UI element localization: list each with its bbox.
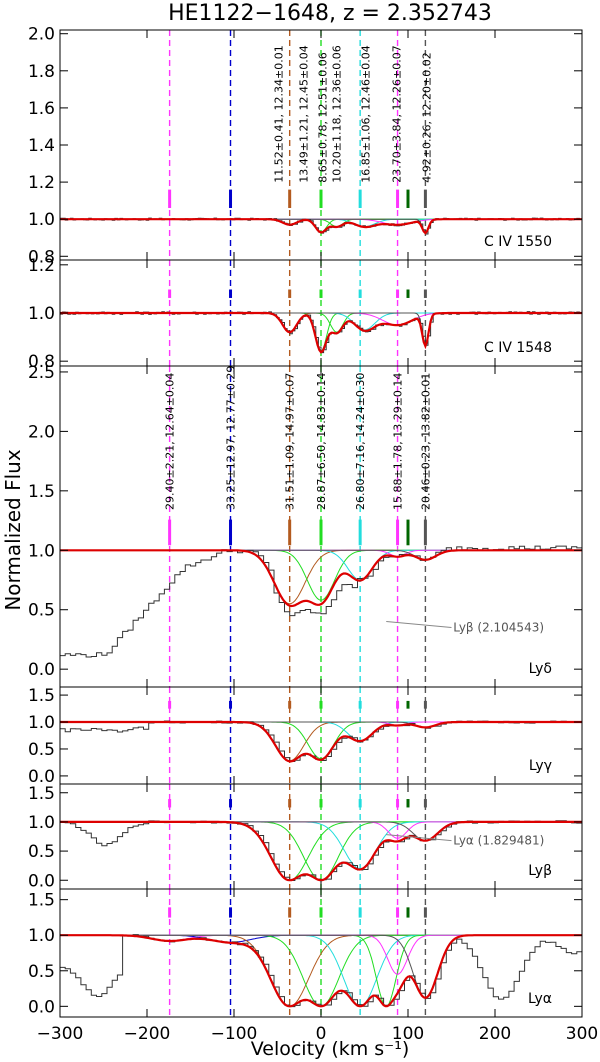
y-tick-label: 1.0 [28, 304, 55, 324]
y-tick-label: 0.8 [28, 247, 55, 267]
y-tick-label: 1.0 [28, 926, 55, 946]
y-tick-label: 1.5 [28, 891, 55, 911]
component-profile-1 [60, 821, 582, 881]
x-axis-label: Velocity (km s⁻¹) [251, 1038, 410, 1060]
observed-spectrum [60, 934, 582, 1008]
panel-label: C IV 1550 [484, 234, 552, 250]
component-annotation: 10.20±1.18, 12.36±0.06 [331, 45, 344, 182]
observed-spectrum [60, 720, 582, 762]
observed-spectrum [60, 820, 582, 881]
component-annotation: 29.40±2.21, 12.64±0.04 [164, 373, 177, 510]
y-tick-label: 0.0 [28, 997, 55, 1017]
y-tick-label: 2.0 [28, 25, 55, 45]
y-tick-label: 1.2 [28, 173, 55, 193]
total-fit [60, 820, 582, 882]
panel-label: Lyα [528, 991, 552, 1007]
component-annotation: 4.92±0.26, 12.20±0.02 [420, 52, 433, 182]
x-tick-label: 100 [392, 1024, 424, 1044]
y-tick-label: 0.0 [28, 660, 55, 680]
component-annotation: 28.87±6.50, 14.83±0.14 [315, 373, 328, 510]
x-tick-label: −200 [124, 1024, 171, 1044]
component-annotation: 13.49±1.21, 12.45±0.04 [298, 45, 311, 182]
panel-lybeta: 0.0 0.5 1.0 1.5 Lyβ Lyα (1.829481) [28, 783, 583, 891]
component-profile-0 [60, 821, 582, 881]
component-profile-2 [60, 549, 582, 581]
y-tick-label: 1.5 [28, 784, 55, 804]
y-tick-label: 1.0 [28, 813, 55, 833]
x-tick-label: −100 [211, 1024, 258, 1044]
blend-label: Lyα (1.829481) [453, 834, 544, 848]
x-tick-label: 200 [479, 1024, 511, 1044]
x-tick-label: −300 [37, 1024, 84, 1044]
y-tick-label: 2.0 [28, 422, 55, 442]
total-fit [60, 934, 582, 1008]
component-annotation: 23.70±3.84, 12.26±0.07 [391, 45, 404, 182]
panel-lygamma: 0.0 0.5 1.0 1.5 Lyγ [28, 686, 583, 787]
y-axis-label: Normalized Flux [1, 449, 25, 611]
y-tick-label: 0.5 [28, 962, 55, 982]
total-fit [60, 311, 582, 354]
y-tick-label: 1.5 [28, 482, 55, 502]
y-tick-label: 1.6 [28, 99, 55, 119]
component-annotation: 16.85±1.06, 12.46±0.04 [359, 45, 372, 182]
y-tick-label: 0.8 [28, 352, 55, 372]
total-fit [60, 720, 582, 763]
component-annotation: 33.25±12.97, 12.77±0.29 [225, 366, 238, 510]
y-tick-label: 0.5 [28, 740, 55, 760]
total-fit [60, 218, 582, 235]
component-annotation: 8.65±0.78, 12.51±0.06 [317, 52, 330, 182]
panel-lyalpha: 0.0 0.5 1.0 1.5 Lyα [28, 888, 583, 1018]
y-tick-label: 1.0 [28, 210, 55, 230]
component-annotation: 11.52±0.41, 12.34±0.01 [272, 45, 285, 182]
panel-civ1548: 0.8 1.0 1.2 C IV 1548 [28, 256, 583, 372]
panel-label: C IV 1548 [484, 340, 552, 356]
plot-area-lyalpha [60, 889, 582, 1017]
y-tick-label: 1.2 [28, 256, 55, 276]
y-tick-label: 0.5 [28, 842, 55, 862]
blend-pointer [386, 621, 452, 629]
blend-label: Lyβ (2.104543) [453, 621, 544, 635]
panel-label: Lyβ [528, 863, 552, 879]
y-tick-label: 2.5 [28, 363, 55, 383]
y-tick-label: 0.5 [28, 601, 55, 621]
plot-area-civ1550 [60, 30, 582, 260]
chart-title: HE1122−1648, z = 2.352743 [168, 1, 492, 26]
blend-pointer [386, 834, 452, 842]
y-tick-label: 0.0 [28, 767, 55, 787]
panel-label: Lyδ [529, 661, 552, 677]
component-annotation: 31.51±1.09, 14.97±0.07 [284, 373, 297, 510]
x-tick-label: 300 [566, 1024, 598, 1044]
component-annotation: 26.80±7.16, 14.24±0.30 [354, 373, 367, 510]
panel-label: Lyγ [529, 758, 552, 774]
y-tick-label: 1.0 [28, 541, 55, 561]
total-fit [60, 549, 582, 608]
x-tick-label: 0 [316, 1024, 327, 1044]
plot-area-lygamma [60, 687, 582, 784]
y-tick-label: 1.4 [28, 136, 55, 156]
y-tick-label: 1.8 [28, 62, 55, 82]
panel-civ1550: 0.8 1.0 1.2 1.4 1.6 1.8 2.0 C IV 1550 11.52±0.41… [28, 25, 583, 267]
plot-area-lybeta [60, 784, 582, 889]
plot-area-civ1548 [60, 260, 582, 366]
y-tick-label: 1.0 [28, 713, 55, 733]
component-annotation: 20.46±0.23, 13.82±0.01 [419, 373, 432, 510]
plot-area-lydelta [60, 366, 582, 687]
panel-lydelta: 0.0 0.5 1.0 1.5 2.0 2.5 Lyδ 29.40±2.21, 12.64±0… [28, 363, 583, 688]
y-tick-label: 1.5 [28, 686, 55, 706]
component-annotation: 15.88±1.78, 13.29±0.14 [392, 373, 405, 510]
y-tick-label: 0.0 [28, 871, 55, 891]
